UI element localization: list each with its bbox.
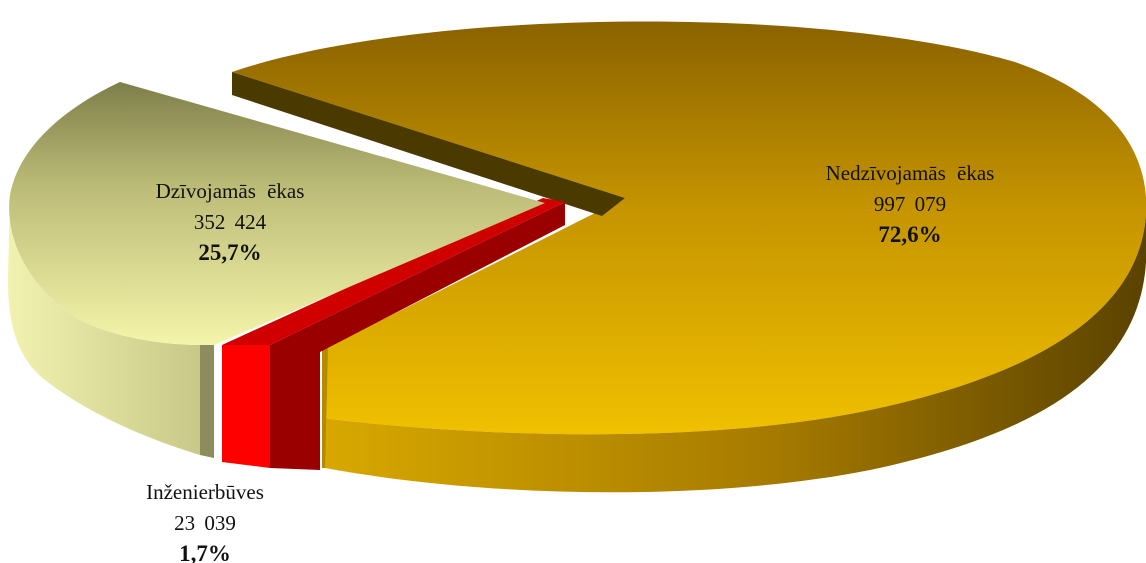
slice-inzenierbuves-side (270, 202, 565, 470)
slice-nedzivojamas-ekas-edge (322, 347, 328, 468)
slice-label-0: Nedzīvojamās ēkas 997 079 72,6% (826, 161, 995, 247)
slice-inzenierbuves-front (222, 345, 270, 468)
slice-label-percent: 72,6% (878, 222, 941, 247)
slice-nedzivojamas-ekas-inner-side (232, 72, 625, 216)
slice-label-value: 352 424 (194, 210, 267, 234)
slice-label-name: Nedzīvojamās ēkas (826, 161, 995, 185)
slice-label-percent: 1,7% (179, 541, 231, 563)
slice-label-name: Inženierbūves (146, 480, 264, 504)
slice-label-value: 23 039 (174, 511, 236, 535)
slice-nedzivojamas-ekas-rim (322, 215, 1146, 493)
slice-label-percent: 25,7% (198, 240, 261, 265)
slice-label-1: Dzīvojamās ēkas 352 424 25,7% (156, 179, 305, 265)
slice-label-name: Dzīvojamās ēkas (156, 179, 305, 203)
slice-nedzivojamas-ekas (232, 21, 1146, 435)
slice-inzenierbuves-top (222, 198, 565, 345)
slice-dzivojamas-ekas-rim (8, 82, 200, 455)
slice-dzivojamas-ekas (9, 82, 545, 345)
slice-label-2: Inženierbūves 23 039 1,7% (146, 480, 264, 563)
slice-dzivojamas-ekas-edge (200, 345, 214, 458)
slice-label-value: 997 079 (874, 192, 946, 216)
